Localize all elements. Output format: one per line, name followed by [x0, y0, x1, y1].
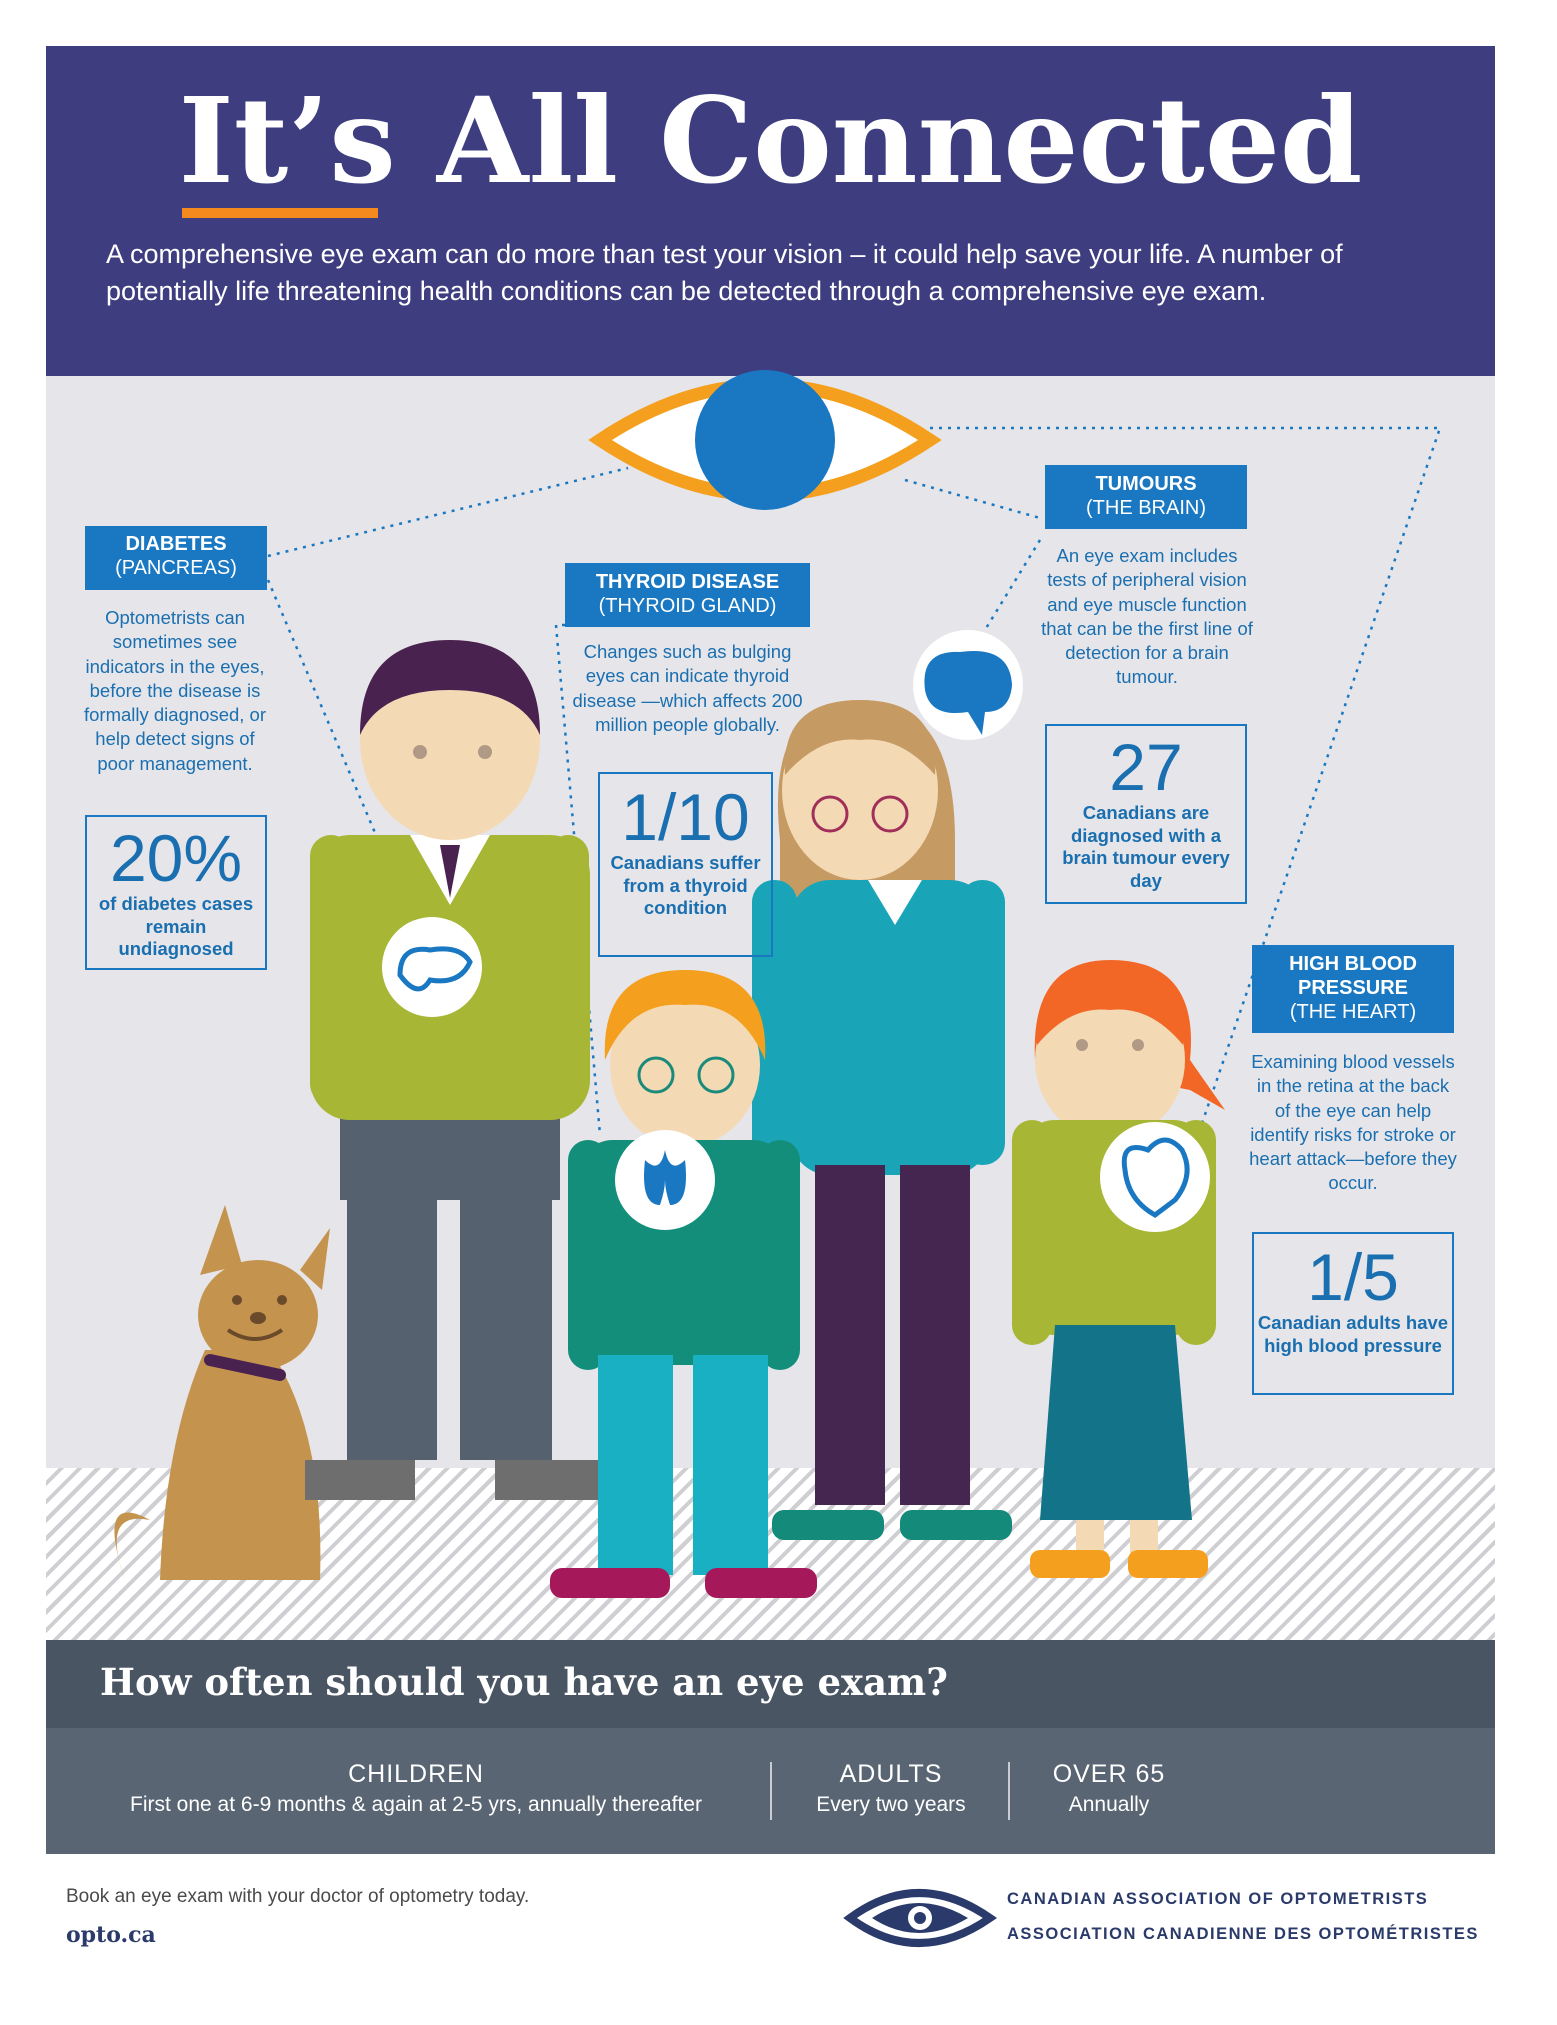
- frequency-over-65: OVER 65 Annually: [1052, 1760, 1166, 1816]
- footer-cta: Book an eye exam with your doctor of opt…: [66, 1886, 530, 1907]
- thyroid-label: THYROID DISEASE (THYROID GLAND): [565, 563, 810, 627]
- divider: [770, 1762, 772, 1820]
- title-underline: [182, 208, 378, 218]
- frequency-band: CHILDREN First one at 6-9 months & again…: [46, 1728, 1495, 1854]
- diabetes-label: DIABETES (PANCREAS): [85, 526, 267, 590]
- girl-illustration: [1012, 960, 1225, 1578]
- dog-illustration: [114, 1205, 330, 1580]
- intro-text: A comprehensive eye exam can do more tha…: [106, 239, 1343, 306]
- blood-pressure-label: HIGH BLOOD PRESSURE (THE HEART): [1252, 945, 1454, 1033]
- blood-pressure-stat: 1/5 Canadian adults have high blood pres…: [1252, 1232, 1454, 1395]
- page-title: It’s All Connected: [178, 71, 1363, 210]
- diabetes-stat: 20% of diabetes cases remain undiagnosed: [85, 815, 267, 970]
- woman-illustration: [752, 700, 1012, 1540]
- tumours-description: An eye exam includes tests of peripheral…: [1041, 545, 1253, 688]
- org-name-fr: ASSOCIATION CANADIENNE DES OPTOMÉTRISTES: [1007, 1925, 1479, 1943]
- tumours-label: TUMOURS (THE BRAIN): [1045, 465, 1247, 529]
- frequency-heading-band: How often should you have an eye exam?: [46, 1640, 1495, 1728]
- header-banner: It’s All Connected A comprehensive eye e…: [46, 46, 1495, 376]
- eye-icon: [588, 370, 942, 510]
- pancreas-icon: [382, 917, 482, 1017]
- cao-logo-icon: [843, 1889, 998, 1947]
- man-illustration: [305, 640, 605, 1500]
- heart-icon: [1100, 1122, 1210, 1232]
- brain-icon: [913, 630, 1023, 740]
- diabetes-description: Optometrists can sometimes see indicator…: [83, 607, 266, 774]
- frequency-children: CHILDREN First one at 6-9 months & again…: [130, 1760, 702, 1816]
- thyroid-icon: [615, 1130, 715, 1230]
- blood-pressure-description: Examining blood vessels in the retina at…: [1249, 1051, 1457, 1194]
- org-name-en: CANADIAN ASSOCIATION OF OPTOMETRISTS: [1007, 1890, 1429, 1908]
- tumours-stat: 27 Canadians are diagnosed with a brain …: [1045, 724, 1247, 904]
- divider: [1008, 1762, 1010, 1820]
- thyroid-description: Changes such as bulging eyes can indicat…: [572, 641, 803, 735]
- frequency-heading: How often should you have an eye exam?: [100, 1660, 948, 1704]
- boy-illustration: [550, 970, 817, 1598]
- footer-url-link[interactable]: opto.ca: [66, 1922, 156, 1948]
- thyroid-stat: 1/10 Canadians suffer from a thyroid con…: [598, 772, 773, 957]
- frequency-adults: ADULTS Every two years: [816, 1760, 966, 1816]
